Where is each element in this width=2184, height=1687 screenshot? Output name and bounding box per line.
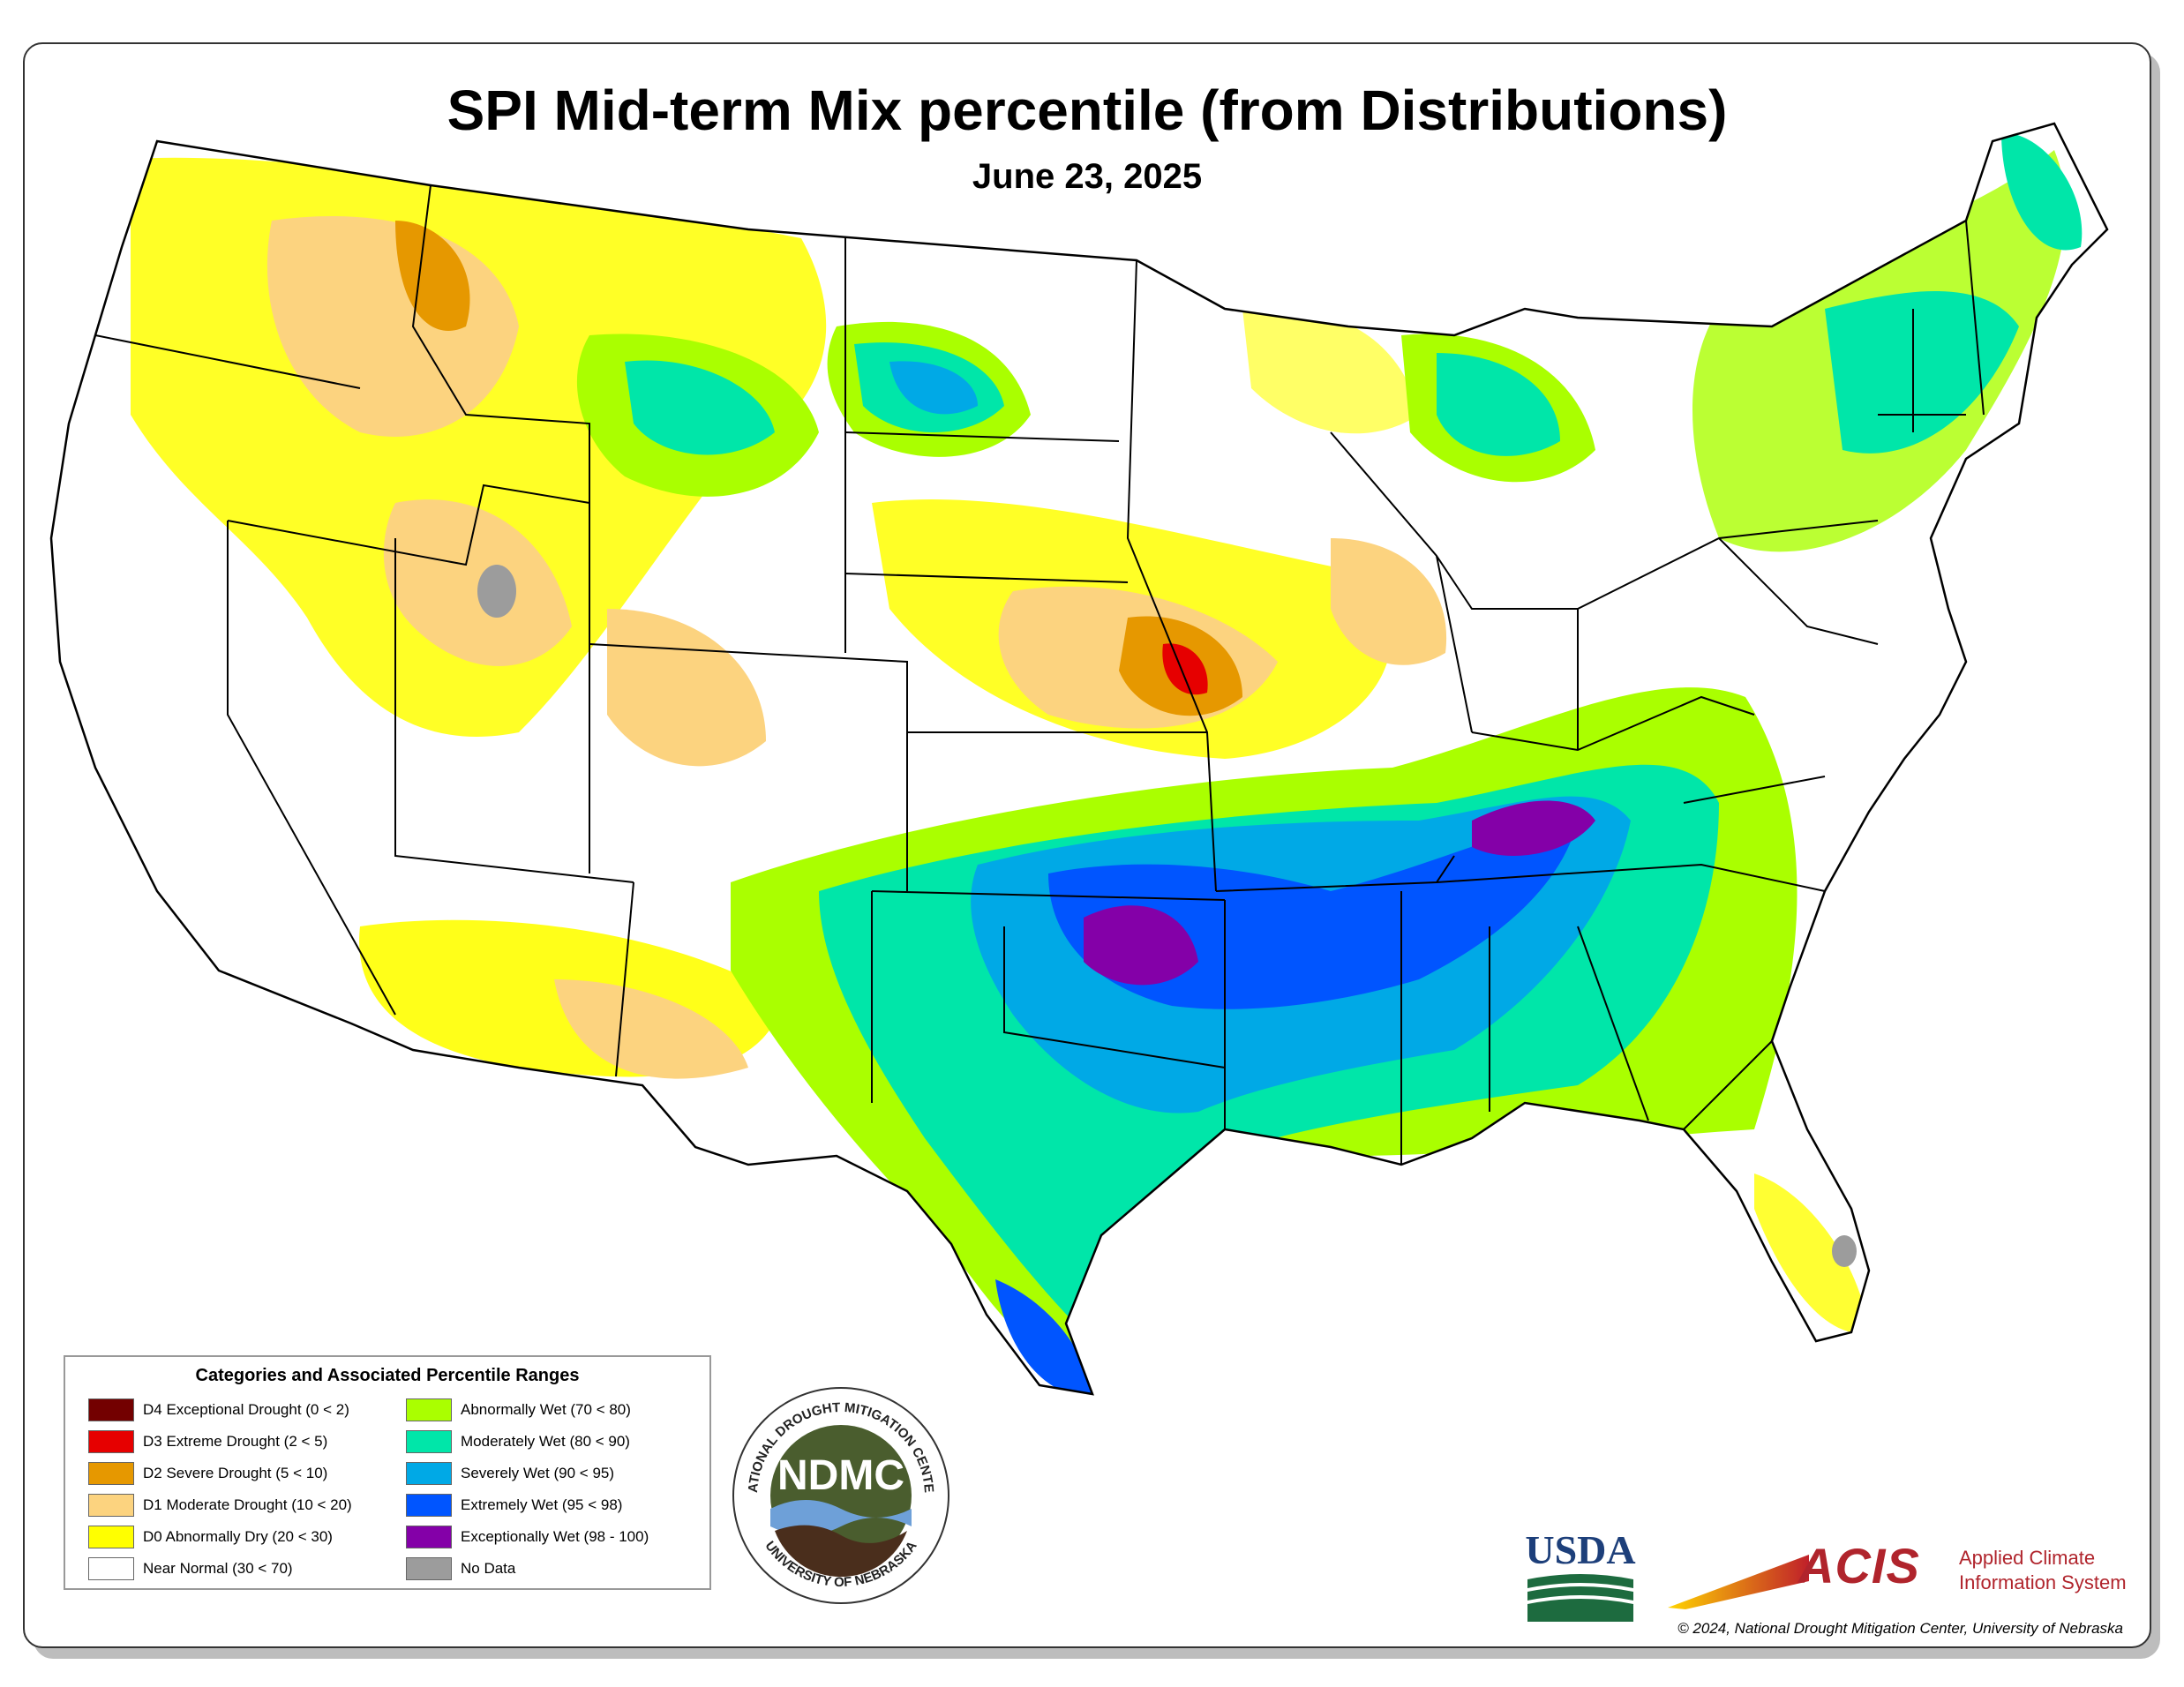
swatch-d2 [88, 1462, 134, 1485]
legend-item-w3: Extremely Wet (95 < 98) [406, 1489, 649, 1521]
map-date: June 23, 2025 [972, 157, 1203, 196]
dry-region-d0-florida [1754, 1173, 1869, 1333]
acis-label: ACIS [1798, 1538, 1920, 1593]
wet-region-montana-mod [625, 360, 775, 455]
no-data-great-salt-lake [477, 565, 516, 618]
dry-region-d1-utah [383, 499, 572, 666]
legend-label: Severely Wet (90 < 95) [461, 1465, 615, 1481]
acis-line-1: Applied Climate [1959, 1547, 2096, 1569]
percentile-fill [131, 132, 2083, 1394]
usda-stripes-icon [1527, 1574, 1633, 1622]
acis-subtitle: Applied Climate Information System [1959, 1546, 2150, 1595]
legend-item-d1: D1 Moderate Drought (10 < 20) [88, 1489, 352, 1521]
wet-region-northeast-mod [1825, 291, 2019, 454]
legend-item-d0: D0 Abnormally Dry (20 < 30) [88, 1521, 352, 1553]
legend: Categories and Associated Percentile Ran… [64, 1355, 711, 1590]
swatch-d3 [88, 1430, 134, 1453]
legend-label: D2 Severe Drought (5 < 10) [143, 1465, 328, 1481]
legend-item-normal: Near Normal (30 < 70) [88, 1553, 352, 1585]
state-borders [49, 122, 2109, 1396]
map-frame: SPI Mid-term Mix percentile (from Distri… [23, 42, 2151, 1648]
swatch-w0 [406, 1398, 452, 1421]
dry-region-d3-missouri [1162, 643, 1208, 695]
legend-label: Abnormally Wet (70 < 80) [461, 1401, 631, 1418]
swatch-w3 [406, 1494, 452, 1517]
wet-region-dakotas-sev [889, 361, 978, 415]
dry-region-d0-wisconsin [1242, 307, 1419, 434]
legend-item-w1: Moderately Wet (80 < 90) [406, 1426, 649, 1458]
swatch-nodata [406, 1557, 452, 1580]
wet-region-mainestate [2001, 132, 2083, 251]
us-map [49, 122, 2109, 1396]
dry-region-d1-illinois [1331, 538, 1447, 665]
swatch-w1 [406, 1430, 452, 1453]
legend-label: D4 Exceptional Drought (0 < 2) [143, 1401, 349, 1418]
legend-label: Moderately Wet (80 < 90) [461, 1433, 630, 1450]
swatch-w4 [406, 1526, 452, 1548]
map-title: SPI Mid-term Mix percentile (from Distri… [447, 79, 1728, 142]
dry-region-d2-montana [395, 221, 470, 331]
swatch-w2 [406, 1462, 452, 1485]
wet-region-michigan-mod [1437, 353, 1560, 456]
legend-item-d4: D4 Exceptional Drought (0 < 2) [88, 1394, 352, 1426]
acis-swoosh-icon [1668, 1555, 1809, 1609]
wet-region-exceptional-ok [1084, 905, 1198, 986]
ndmc-text: NDMC [777, 1452, 904, 1499]
dry-region-d1-arizona [554, 979, 748, 1079]
legend-item-d3: D3 Extreme Drought (2 < 5) [88, 1426, 352, 1458]
legend-item-w0: Abnormally Wet (70 < 80) [406, 1394, 649, 1426]
no-data-lake-okeechobee [1832, 1235, 1857, 1267]
legend-column-dry: D4 Exceptional Drought (0 < 2) D3 Extrem… [88, 1394, 352, 1585]
acis-line-2: Information System [1959, 1571, 2127, 1593]
usda-logo: USDA [1523, 1526, 1638, 1623]
usda-text: USDA [1525, 1527, 1636, 1572]
legend-item-w2: Severely Wet (90 < 95) [406, 1458, 649, 1489]
legend-label: D3 Extreme Drought (2 < 5) [143, 1433, 328, 1450]
wet-region-exceptional-ky [1472, 800, 1595, 856]
legend-label: D0 Abnormally Dry (20 < 30) [143, 1528, 333, 1545]
ndmc-logo: NDMC NATIONAL DROUGHT MITIGATION CENTER … [731, 1385, 949, 1604]
legend-label: No Data [461, 1560, 516, 1577]
legend-title: Categories and Associated Percentile Ran… [195, 1366, 580, 1385]
legend-item-d2: D2 Severe Drought (5 < 10) [88, 1458, 352, 1489]
copyright: © 2024, National Drought Mitigation Cent… [1677, 1620, 2123, 1637]
legend-label: Extremely Wet (95 < 98) [461, 1496, 623, 1513]
acis-logo: ACIS Applied Climate Information System [1668, 1537, 2144, 1616]
swatch-normal [88, 1557, 134, 1580]
swatch-d1 [88, 1494, 134, 1517]
swatch-d4 [88, 1398, 134, 1421]
swatch-d0 [88, 1526, 134, 1548]
wet-region-texas-coast [995, 1279, 1092, 1394]
legend-item-nodata: No Data [406, 1553, 649, 1585]
legend-label: D1 Moderate Drought (10 < 20) [143, 1496, 352, 1513]
legend-label: Exceptionally Wet (98 - 100) [461, 1528, 649, 1545]
legend-label: Near Normal (30 < 70) [143, 1560, 293, 1577]
legend-column-wet: Abnormally Wet (70 < 80) Moderately Wet … [406, 1394, 649, 1585]
legend-item-w4: Exceptionally Wet (98 - 100) [406, 1521, 649, 1553]
